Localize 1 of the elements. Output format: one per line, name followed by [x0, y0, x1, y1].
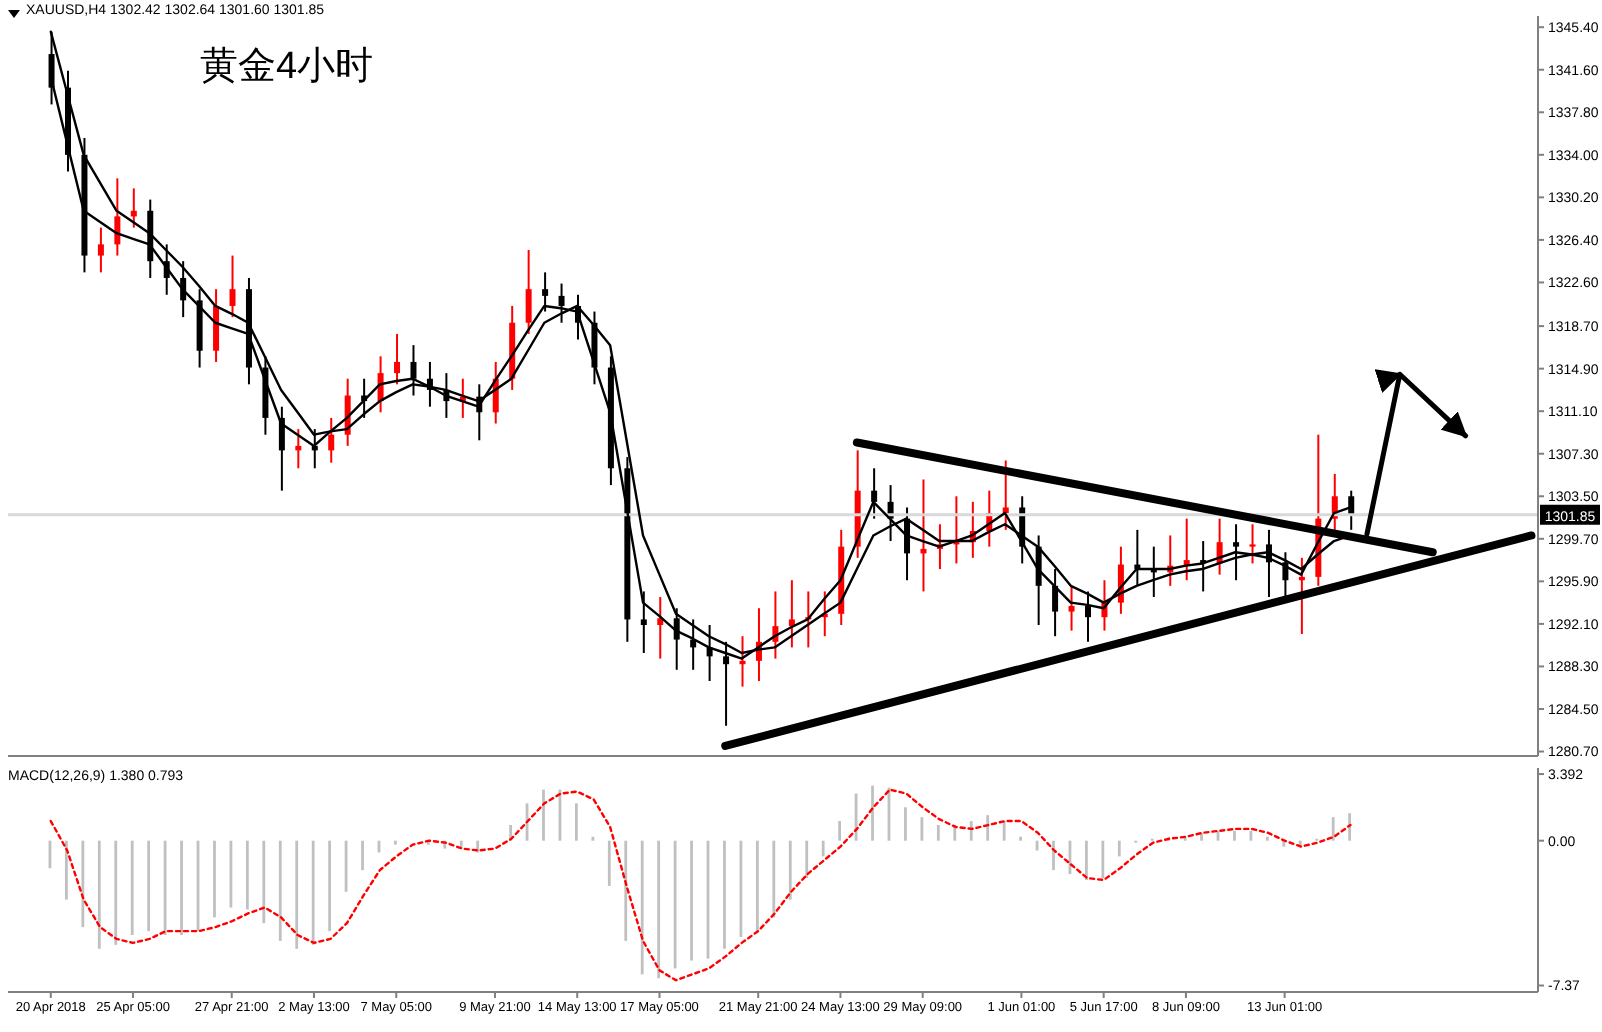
- text: 黄金4小时: [200, 44, 374, 92]
